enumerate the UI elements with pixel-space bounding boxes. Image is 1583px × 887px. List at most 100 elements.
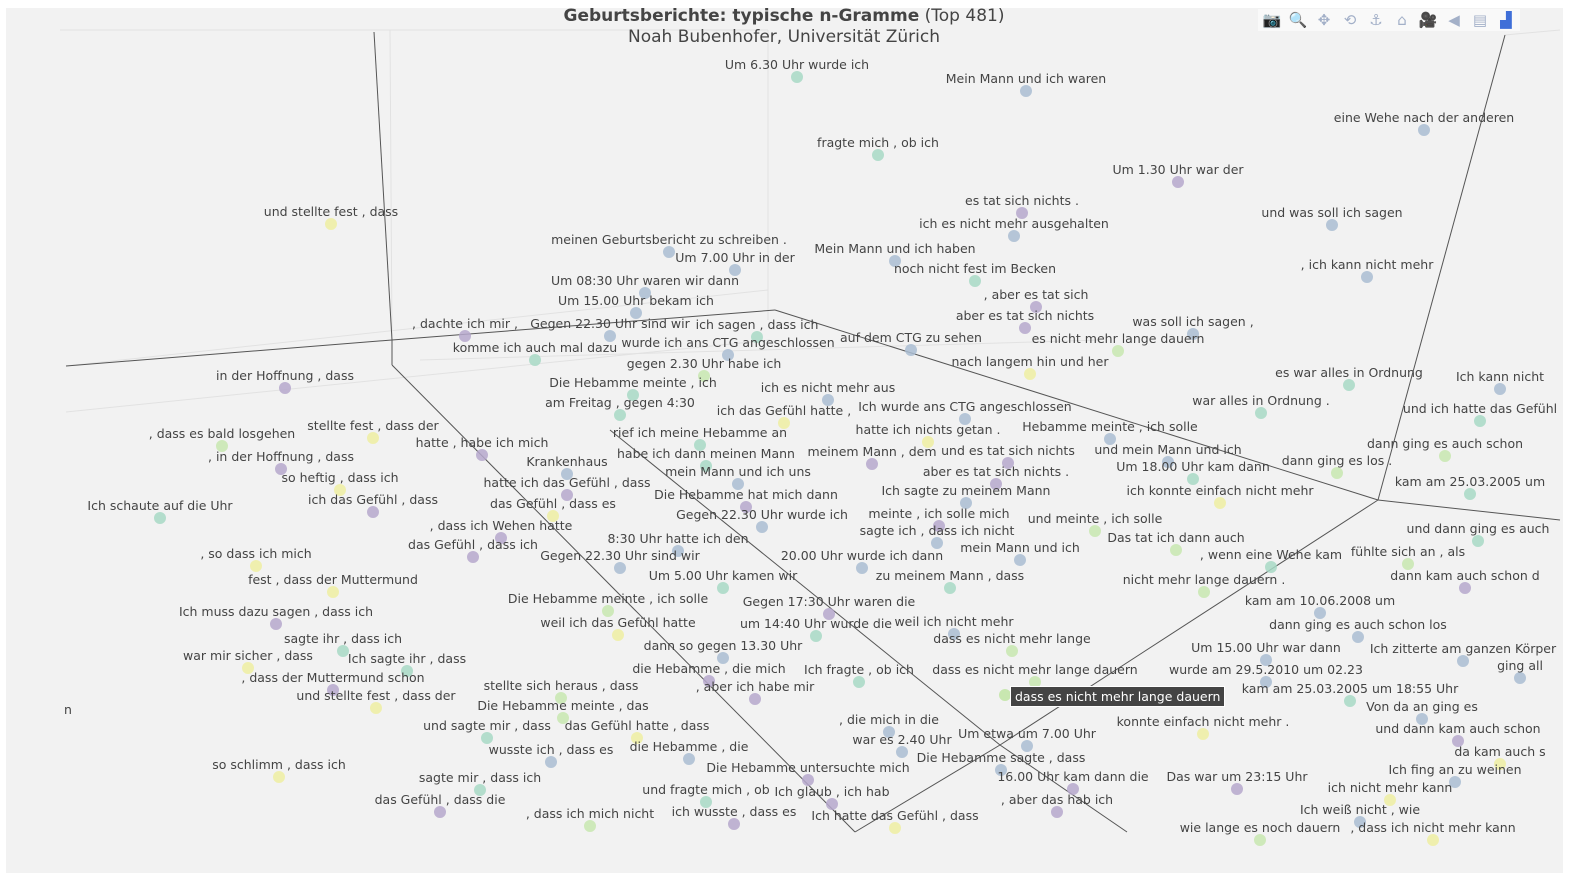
data-point[interactable] — [933, 520, 945, 532]
data-point[interactable] — [905, 344, 917, 356]
data-point[interactable] — [995, 764, 1007, 776]
data-point[interactable] — [1344, 695, 1356, 707]
data-point[interactable] — [1464, 488, 1476, 500]
data-point[interactable] — [740, 501, 752, 513]
data-point[interactable] — [529, 354, 541, 366]
data-point[interactable] — [327, 684, 339, 696]
data-point[interactable] — [889, 822, 901, 834]
data-point[interactable] — [639, 287, 651, 299]
data-point[interactable] — [823, 608, 835, 620]
data-point[interactable] — [250, 560, 262, 572]
data-point[interactable] — [1427, 834, 1439, 846]
data-point[interactable] — [1021, 740, 1033, 752]
data-point[interactable] — [663, 246, 675, 258]
data-point[interactable] — [1002, 457, 1014, 469]
data-point[interactable] — [944, 582, 956, 594]
data-point[interactable] — [1354, 816, 1366, 828]
data-point[interactable] — [270, 618, 282, 630]
data-point[interactable] — [672, 545, 684, 557]
data-point[interactable] — [700, 460, 712, 472]
data-point[interactable] — [931, 537, 943, 549]
data-point[interactable] — [1089, 525, 1101, 537]
data-point[interactable] — [627, 389, 639, 401]
data-point[interactable] — [1265, 561, 1277, 573]
data-point[interactable] — [630, 307, 642, 319]
data-point[interactable] — [1452, 735, 1464, 747]
data-point[interactable] — [1197, 728, 1209, 740]
data-point[interactable] — [1459, 582, 1471, 594]
data-point[interactable] — [555, 692, 567, 704]
data-point[interactable] — [1172, 176, 1184, 188]
data-point[interactable] — [722, 349, 734, 361]
data-point[interactable] — [1474, 415, 1486, 427]
data-point[interactable] — [698, 370, 710, 382]
data-point[interactable] — [631, 732, 643, 744]
data-point[interactable] — [1014, 554, 1026, 566]
data-point[interactable] — [1255, 407, 1267, 419]
data-point[interactable] — [1254, 834, 1266, 846]
data-point[interactable] — [1457, 655, 1469, 667]
data-point[interactable] — [216, 440, 228, 452]
data-point[interactable] — [1384, 794, 1396, 806]
data-point[interactable] — [969, 275, 981, 287]
data-point[interactable] — [810, 630, 822, 642]
data-point[interactable] — [1260, 676, 1272, 688]
data-point[interactable] — [401, 665, 413, 677]
data-point[interactable] — [1029, 676, 1041, 688]
data-point[interactable] — [1402, 558, 1414, 570]
data-point[interactable] — [1326, 219, 1338, 231]
data-point[interactable] — [872, 149, 884, 161]
data-point[interactable] — [459, 330, 471, 342]
data-point[interactable] — [749, 693, 761, 705]
data-point[interactable] — [1514, 672, 1526, 684]
data-point[interactable] — [896, 746, 908, 758]
data-point[interactable] — [853, 676, 865, 688]
orbit-rotation-icon[interactable]: ⟲ — [1343, 11, 1357, 29]
data-point[interactable] — [602, 605, 614, 617]
data-point[interactable] — [703, 675, 715, 687]
data-point[interactable] — [474, 784, 486, 796]
data-point[interactable] — [856, 562, 868, 574]
plotly-logo-icon[interactable]: ▟ — [1500, 11, 1512, 29]
data-point[interactable] — [1260, 654, 1272, 666]
spikelines-icon[interactable]: ◀ — [1448, 11, 1460, 29]
data-point[interactable] — [700, 796, 712, 808]
data-point[interactable] — [434, 806, 446, 818]
data-point[interactable] — [948, 628, 960, 640]
data-point[interactable] — [467, 551, 479, 563]
data-point[interactable] — [545, 756, 557, 768]
data-point[interactable] — [1104, 433, 1116, 445]
data-point[interactable] — [728, 818, 740, 830]
data-point[interactable] — [778, 417, 790, 429]
data-point[interactable] — [717, 582, 729, 594]
data-point[interactable] — [732, 478, 744, 490]
data-point[interactable] — [1439, 450, 1451, 462]
data-point[interactable] — [883, 726, 895, 738]
data-point[interactable] — [1006, 645, 1018, 657]
data-point[interactable] — [1331, 467, 1343, 479]
data-point[interactable] — [370, 702, 382, 714]
data-point[interactable] — [1112, 345, 1124, 357]
data-point[interactable] — [1314, 607, 1326, 619]
data-point[interactable] — [334, 484, 346, 496]
turntable-icon[interactable]: ⚓ — [1369, 11, 1383, 29]
data-point[interactable] — [756, 521, 768, 533]
data-point[interactable] — [729, 264, 741, 276]
data-point[interactable] — [1361, 271, 1373, 283]
data-point[interactable] — [561, 489, 573, 501]
data-point[interactable] — [959, 413, 971, 425]
data-point[interactable] — [1198, 586, 1210, 598]
data-point[interactable] — [1231, 783, 1243, 795]
data-point[interactable] — [1030, 301, 1042, 313]
data-point[interactable] — [822, 394, 834, 406]
data-point[interactable] — [1187, 473, 1199, 485]
data-point[interactable] — [1352, 631, 1364, 643]
camera-video-icon[interactable]: 🎥 — [1418, 11, 1438, 29]
data-point[interactable] — [495, 532, 507, 544]
data-point[interactable] — [275, 463, 287, 475]
data-point[interactable] — [614, 409, 626, 421]
data-point[interactable] — [1162, 456, 1174, 468]
data-point[interactable] — [1067, 783, 1079, 795]
pan-icon[interactable]: ✥ — [1317, 11, 1331, 29]
data-point[interactable] — [960, 497, 972, 509]
